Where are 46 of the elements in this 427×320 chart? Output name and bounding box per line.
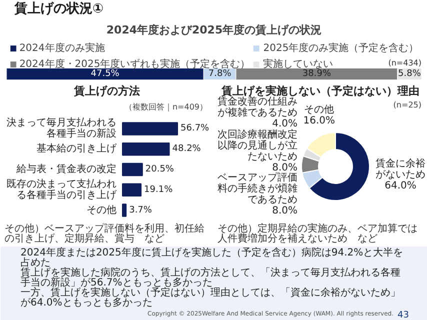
text: 2024年度または2025年度に賃上げを実施した（予定を含む）病院は94.2%と大半を占めた xyxy=(20,246,404,268)
slice-label: 賃金に余裕がないため xyxy=(376,158,426,181)
bar xyxy=(122,122,178,136)
slice-label: その他 xyxy=(304,104,334,116)
legend-label: 2024年度のみ実施 xyxy=(19,42,105,55)
data-label: 56.7% xyxy=(180,124,210,134)
chart-title: 2024年度および2025年度の賃上げの状況 xyxy=(106,24,322,36)
text: (n=25) xyxy=(393,100,422,110)
data-label: 3.7% xyxy=(129,205,152,216)
data-label: 16.0% xyxy=(303,116,336,126)
slice-label: ベースアップ評価料の手続きが煩雑であるため xyxy=(218,172,298,206)
data-label: 38.9% xyxy=(302,69,332,79)
data-label: 20.5% xyxy=(145,164,174,174)
y-tick-label: 決まって毎月支払われる各種手当の新設 xyxy=(6,116,116,140)
data-label: 7.8% xyxy=(208,69,232,79)
text: （複数回答｜n=409） xyxy=(124,102,208,112)
data-label: 19.1% xyxy=(144,184,174,195)
data-label: 4.0% xyxy=(272,118,298,130)
chart-title: 賃上げを実施しない（予定はない）理由 xyxy=(220,84,420,98)
bar xyxy=(122,162,143,176)
text: その他）定期昇給の実施のみ、ベア加算では人件費増加分を補えないため など xyxy=(218,222,418,244)
text: (n=434) xyxy=(388,58,422,68)
text: 賃上げを実施した病院のうち、賃上げの方法として、「決まって毎月支払われる各種手当の新設」が56.7%ともっとも多かった xyxy=(20,266,400,288)
data-label: 8.0% xyxy=(272,206,298,216)
legend-label: 実施していない xyxy=(263,58,334,70)
text: 一方、賃上げを実施しない（予定はない）理由としては、「資金に余裕がないため」が64.0%ともっとも多かった xyxy=(20,286,400,308)
bar xyxy=(122,183,142,197)
bar xyxy=(122,204,127,217)
y-tick-label: その他 xyxy=(86,204,116,216)
data-label: 5.8% xyxy=(398,69,422,79)
slice-label: 賃金改善の仕組みが複雑であるため xyxy=(218,96,298,118)
text: 賃上げの状況① xyxy=(14,2,104,16)
data-label: 47.5% xyxy=(90,69,120,79)
legend-label: 2025年度のみ実施（予定を含む） xyxy=(263,42,419,55)
data-label: 64.0% xyxy=(384,180,416,192)
y-tick-label: 既存の決まって支払われる各種手当の引き上げ xyxy=(6,178,118,201)
bar xyxy=(122,142,170,156)
slice-label: 次回診療報酬改定以降の見通しが立たないため xyxy=(218,128,298,162)
text: その他）ベースアップ評価料を利用、初任給の引き上げ、定期昇給、賞与 など xyxy=(4,222,204,244)
data-label: 48.2% xyxy=(172,144,202,154)
legend-label: 2024年度・2025年度いずれも実施（予定を含む） xyxy=(19,58,250,70)
data-label: 8.0% xyxy=(272,162,298,174)
y-tick-label: 基本給の引き上げ xyxy=(36,142,118,155)
y-tick-label: 給与表・賃金表の改定 xyxy=(16,163,116,175)
chart-title: 賃上げの方法 xyxy=(73,84,140,98)
text: 43 xyxy=(398,310,409,320)
